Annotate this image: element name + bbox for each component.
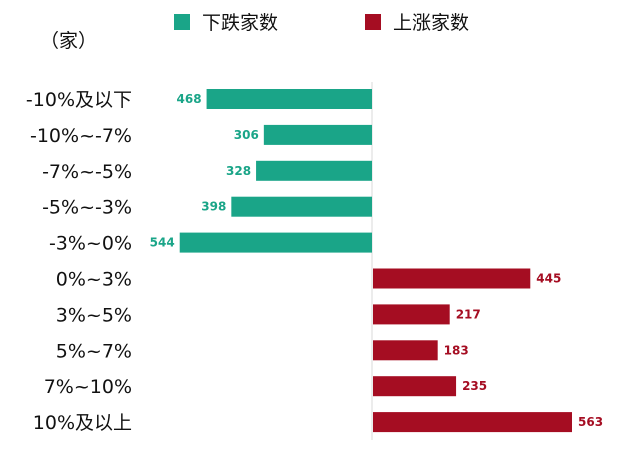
data-label: 563 — [578, 415, 603, 429]
legend-swatch-0 — [174, 14, 190, 30]
unit-label: （家） — [40, 30, 97, 52]
data-label: 398 — [201, 200, 226, 214]
bar — [373, 268, 531, 289]
category-label: 3%~5% — [56, 304, 132, 326]
category-label: 7%~10% — [44, 376, 132, 398]
data-label: 468 — [177, 92, 202, 106]
bar — [373, 304, 450, 325]
data-label: 306 — [234, 128, 259, 142]
category-label: 5%~7% — [56, 340, 132, 362]
data-label: 445 — [536, 272, 561, 286]
bar — [263, 124, 372, 145]
bar — [373, 376, 457, 397]
value-labels: 468 306 328 398 544 445 217 183 235 563 — [150, 92, 603, 429]
bar — [206, 89, 372, 109]
legend-label-1: 上涨家数 — [393, 12, 469, 34]
category-labels: -10%及以下 -10%~-7% -7%~-5% -5%~-3% -3%~0% 0%~3%… — [26, 89, 132, 434]
data-label: 328 — [226, 164, 251, 178]
legend-swatch-1 — [365, 14, 381, 30]
category-label: -10%及以下 — [26, 89, 132, 111]
category-label: -7%~-5% — [42, 161, 132, 183]
bars — [179, 89, 572, 433]
bar — [231, 196, 372, 217]
bar — [373, 412, 572, 433]
data-label: 235 — [462, 379, 487, 393]
category-label: -3%~0% — [49, 233, 132, 255]
data-label: 544 — [150, 236, 175, 250]
category-label: -10%~-7% — [30, 125, 132, 147]
bar — [179, 232, 372, 253]
legend-label-0: 下跌家数 — [202, 12, 278, 34]
data-label: 217 — [456, 307, 481, 321]
category-label: -5%~-3% — [42, 197, 132, 219]
legend: 下跌家数 上涨家数 — [174, 12, 469, 34]
category-label: 10%及以上 — [33, 412, 132, 434]
bar — [373, 340, 438, 361]
data-label: 183 — [444, 343, 469, 357]
bar — [256, 160, 372, 181]
category-label: 0%~3% — [56, 269, 132, 291]
